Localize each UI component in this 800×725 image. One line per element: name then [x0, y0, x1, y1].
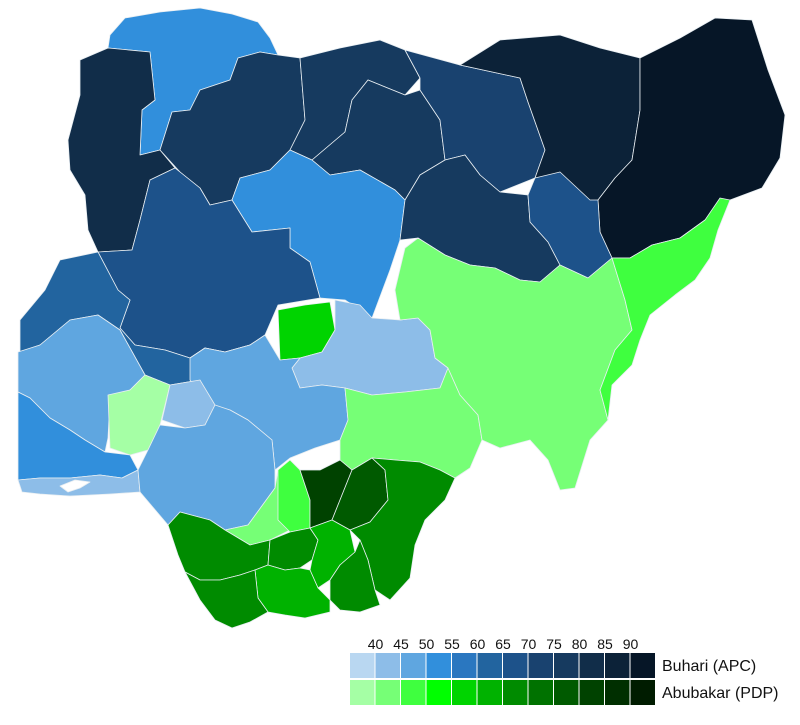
legend-swatch — [375, 653, 400, 678]
legend-tick-label: 60 — [470, 636, 486, 652]
legend-swatch — [477, 680, 502, 705]
legend-swatch — [503, 653, 528, 678]
legend-swatch — [426, 680, 451, 705]
legend-tick-label: 65 — [495, 636, 511, 652]
legend-swatch — [426, 653, 451, 678]
legend-tick-label: 85 — [597, 636, 613, 652]
lagoon — [59, 479, 91, 493]
legend-swatch — [503, 680, 528, 705]
legend-tick-label: 70 — [521, 636, 537, 652]
legend-swatch — [528, 680, 553, 705]
legend-candidate-label: Buhari (APC) — [662, 658, 756, 675]
legend-tick-label: 45 — [393, 636, 409, 652]
region-bayelsa — [184, 569, 269, 629]
legend-swatch — [452, 653, 477, 678]
legend-tick-label: 40 — [368, 636, 384, 652]
legend-tick-label: 80 — [572, 636, 588, 652]
legend-tick-label: 75 — [546, 636, 562, 652]
region-akwa-ibom — [329, 539, 381, 613]
region-gombe — [527, 171, 613, 279]
legend-swatch — [630, 653, 655, 678]
legend-swatch — [401, 680, 426, 705]
legend-swatch — [477, 653, 502, 678]
legend-swatch — [605, 653, 630, 678]
legend-rows: Buhari (APC) Abubakar (PDP) — [350, 653, 779, 705]
legend-tick-label: 90 — [623, 636, 639, 652]
legend-swatch — [579, 653, 604, 678]
legend-swatch — [375, 680, 400, 705]
legend-swatch — [605, 680, 630, 705]
region-adamawa — [599, 197, 731, 421]
region-ondo — [137, 404, 276, 531]
legend-tick-labels: 40 45 50 55 60 65 70 75 80 85 90 — [368, 636, 639, 652]
legend-row: Buhari (APC) — [350, 653, 756, 678]
legend-swatch — [554, 680, 579, 705]
legend-swatch — [630, 680, 655, 705]
region-cross-river — [349, 457, 456, 601]
legend-swatch — [452, 680, 477, 705]
legend-swatch — [401, 653, 426, 678]
legend-swatch — [350, 680, 375, 705]
legend-tick-label: 50 — [419, 636, 435, 652]
legend-candidate-label: Abubakar (PDP) — [662, 685, 779, 702]
legend-swatch — [579, 680, 604, 705]
region-taraba — [394, 237, 633, 491]
legend-swatch — [350, 653, 375, 678]
legend-tick-label: 55 — [444, 636, 460, 652]
legend-swatch — [554, 653, 579, 678]
legend-swatch — [528, 653, 553, 678]
legend-row: Abubakar (PDP) — [350, 680, 779, 705]
state-regions — [17, 7, 786, 629]
